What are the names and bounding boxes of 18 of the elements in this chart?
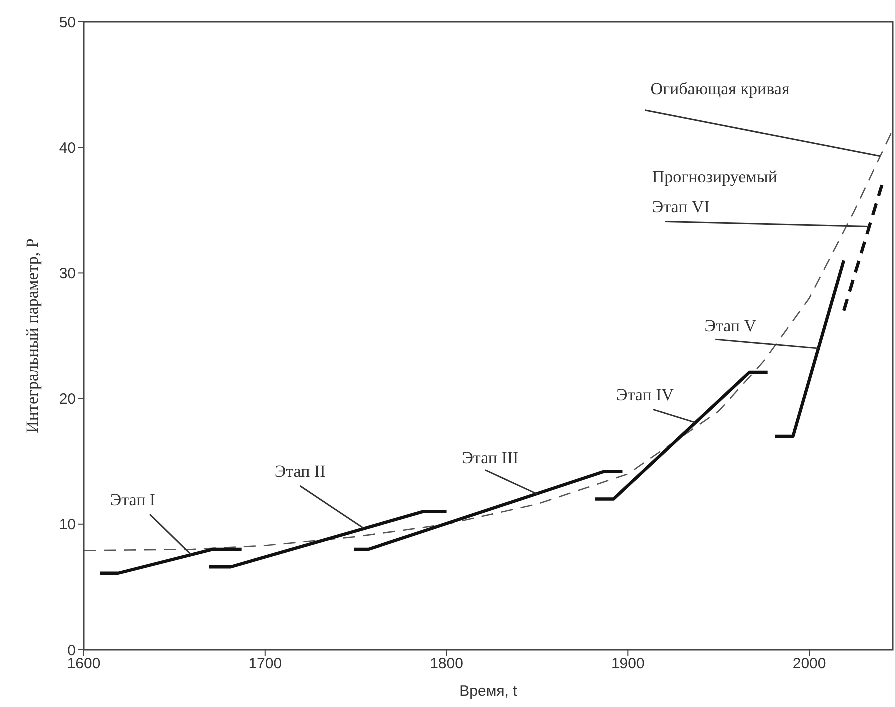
annotation: Этап V (704, 316, 758, 336)
y-tick-label: 20 (59, 391, 76, 408)
y-tick-label: 10 (59, 516, 76, 534)
y-tick-label: 50 (59, 14, 76, 32)
x-tick-label: 1900 (611, 656, 645, 673)
annotation: Прогнозируемый Этап VI (652, 168, 778, 217)
x-tick-label: 1700 (248, 656, 282, 673)
y-axis-title: Интегральный параметр, P (23, 238, 42, 434)
annotation: Этап I (110, 490, 156, 510)
x-tick-label: 1800 (430, 656, 464, 673)
x-tick-label: 2000 (792, 656, 826, 673)
y-tick-label: 40 (59, 140, 76, 157)
y-tick-label: 30 (59, 266, 76, 283)
annotation: Этап III (462, 448, 520, 468)
x-axis-title: Время, t (460, 683, 518, 700)
annotation: Этап IV (616, 386, 675, 405)
annotation: Огибающая кривая (650, 79, 790, 98)
annotation: Этап II (274, 462, 326, 482)
